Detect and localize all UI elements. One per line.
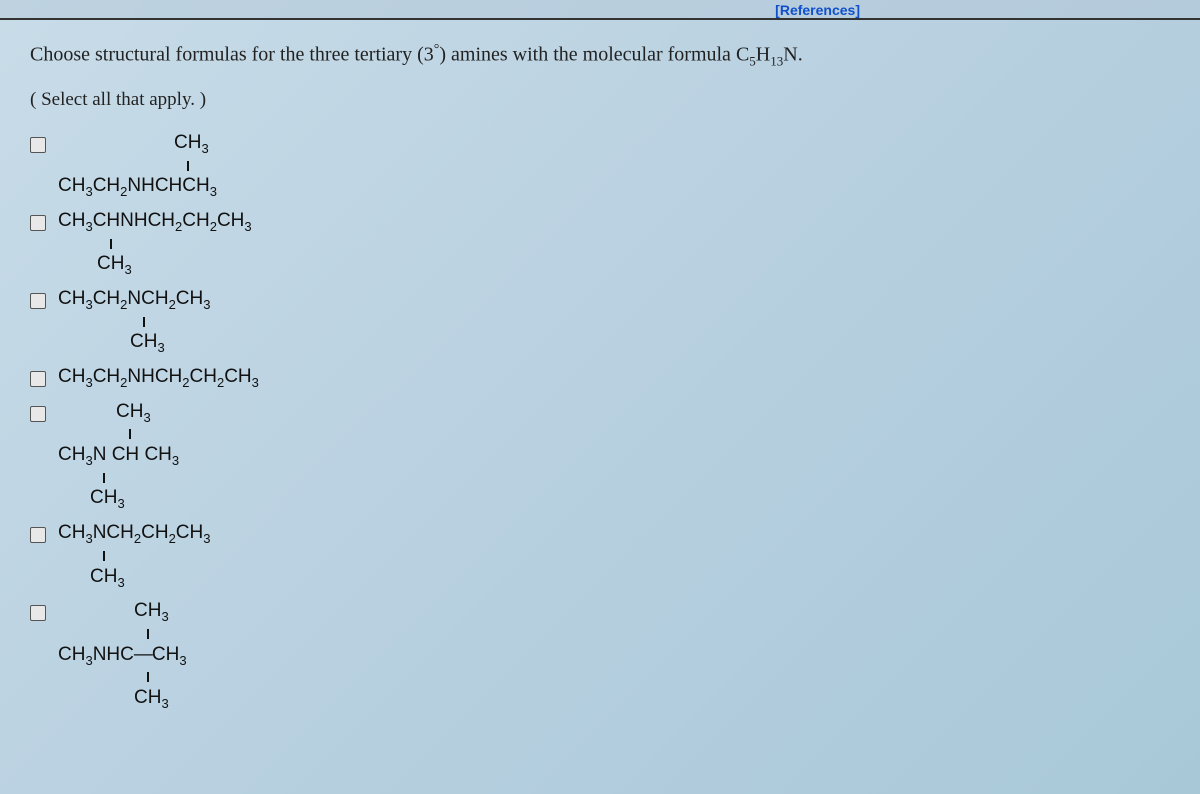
checkbox-7[interactable] bbox=[30, 605, 46, 621]
formula-c: C bbox=[736, 44, 749, 66]
formula-h: H bbox=[756, 44, 770, 66]
top-bar: [References] bbox=[0, 0, 1200, 20]
checkbox-3[interactable] bbox=[30, 293, 46, 309]
formula-4: CH3CH2NHCH2CH2CH3 bbox=[58, 365, 259, 392]
checkbox-4[interactable] bbox=[30, 371, 46, 387]
content-area: Choose structural formulas for the three… bbox=[0, 20, 1200, 733]
formula-2: CH3CHNHCH2CH2CH3 CH3 bbox=[58, 209, 252, 279]
option-row-6: CH3NCH2CH2CH3 CH3 bbox=[30, 521, 1170, 591]
option-row-5: CH3 CH3N CH CH3 CH3 bbox=[30, 400, 1170, 513]
question-text: Choose structural formulas for the three… bbox=[30, 40, 1170, 71]
checkbox-5[interactable] bbox=[30, 406, 46, 422]
option-row-3: CH3CH2NCH2CH3 CH3 bbox=[30, 287, 1170, 357]
formula-6: CH3NCH2CH2CH3 CH3 bbox=[58, 521, 210, 591]
checkbox-6[interactable] bbox=[30, 527, 46, 543]
checkbox-2[interactable] bbox=[30, 215, 46, 231]
question-mid: ) amines with the molecular formula bbox=[439, 44, 736, 66]
formula-5: CH3 CH3N CH CH3 CH3 bbox=[58, 400, 179, 513]
option-row-7: CH3 CH3NHC—CH3 CH3 bbox=[30, 599, 1170, 712]
formula-3: CH3CH2NCH2CH3 CH3 bbox=[58, 287, 210, 357]
select-instruction: ( Select all that apply. ) bbox=[30, 89, 1170, 111]
option-row-1: CH3 CH3CH2NHCHCH3 bbox=[30, 131, 1170, 201]
formula-7: CH3 CH3NHC—CH3 CH3 bbox=[58, 599, 187, 712]
formula-n: N bbox=[783, 44, 797, 66]
options-list: CH3 CH3CH2NHCHCH3 CH3CHNHCH2CH2CH3 CH3 bbox=[30, 131, 1170, 713]
option-row-2: CH3CHNHCH2CH2CH3 CH3 bbox=[30, 209, 1170, 279]
checkbox-1[interactable] bbox=[30, 137, 46, 153]
question-prefix: Choose structural formulas for the three… bbox=[30, 44, 434, 66]
formula-1: CH3 CH3CH2NHCHCH3 bbox=[58, 131, 217, 201]
references-link[interactable]: [References] bbox=[775, 2, 860, 18]
option-row-4: CH3CH2NHCH2CH2CH3 bbox=[30, 365, 1170, 392]
question-suffix: . bbox=[798, 44, 803, 66]
formula-13: 13 bbox=[770, 54, 783, 69]
